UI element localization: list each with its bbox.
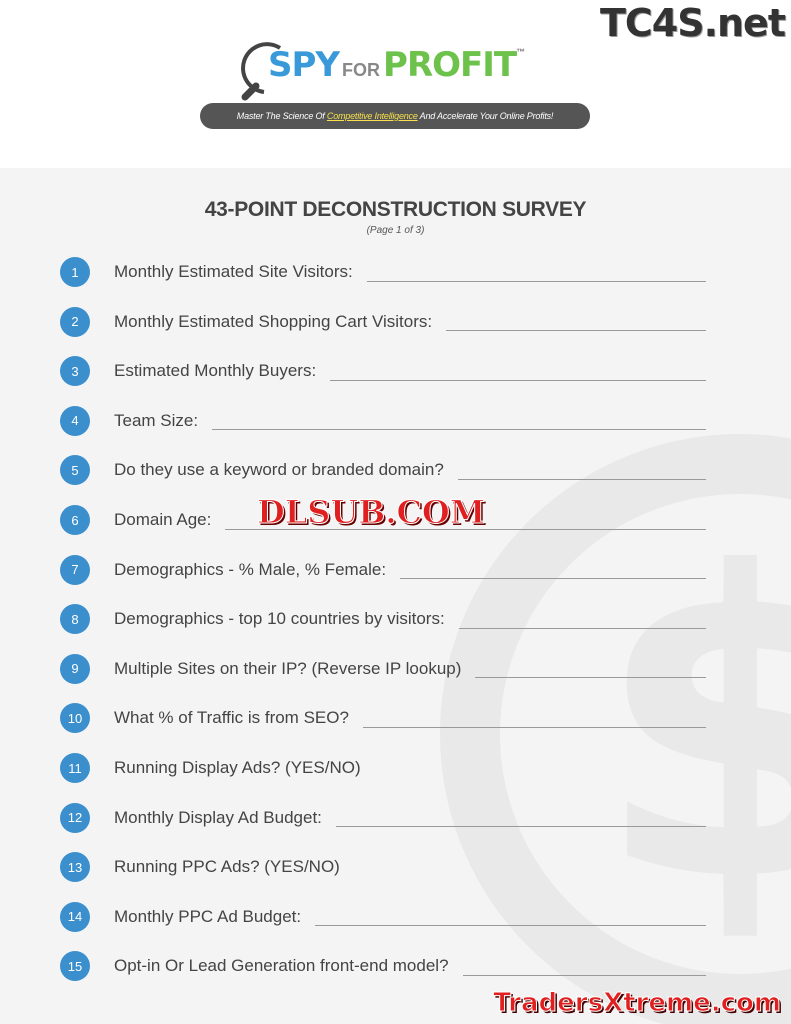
item-question: Multiple Sites on their IP? (Reverse IP … [114, 658, 462, 678]
survey-item: 9 Multiple Sites on their IP? (Reverse I… [60, 653, 706, 684]
item-number-badge: 4 [60, 405, 90, 436]
item-question: Demographics - % Male, % Female: [114, 559, 387, 579]
header: SPY FORPROFIT™ Master The Science Of Comp… [0, 0, 791, 168]
item-number-badge: 7 [60, 554, 90, 585]
tagline-text: Master The Science Of [236, 111, 327, 121]
page-subtitle: (Page 1 of 3) [366, 225, 425, 236]
item-number-badge: 10 [60, 703, 90, 734]
answer-blank-line[interactable] [400, 560, 706, 580]
answer-blank-line[interactable] [366, 263, 706, 282]
item-question: Monthly PPC Ad Budget: [114, 906, 302, 926]
item-question: Estimated Monthly Buyers: [114, 361, 317, 381]
watermark-middle: DLSUB.COM [256, 493, 486, 531]
logo-tm: ™ [516, 47, 526, 57]
item-question: Monthly Estimated Site Visitors: [114, 262, 353, 281]
item-number-badge: 2 [60, 306, 90, 337]
survey-item: 1 Monthly Estimated Site Visitors: [60, 257, 706, 287]
logo-for: FOR [342, 60, 381, 80]
item-number-badge: 1 [60, 257, 90, 287]
survey-item: 4 Team Size: [60, 405, 706, 436]
item-number-badge: 14 [60, 901, 90, 932]
survey-item: 13 Running PPC Ads? (YES/NO) [60, 852, 706, 883]
item-number-badge: 12 [60, 802, 90, 833]
item-question: Demographics - top 10 countries by visit… [114, 609, 445, 629]
answer-blank-line[interactable] [212, 411, 706, 431]
magnifier-icon [241, 42, 282, 101]
item-number-badge: 13 [60, 852, 90, 883]
tagline: Master The Science Of Competitive Intell… [200, 103, 590, 129]
item-number-badge: 8 [60, 604, 90, 635]
answer-blank-line[interactable] [458, 610, 706, 629]
answer-blank-line[interactable] [475, 659, 706, 679]
svg-text:$: $ [594, 485, 791, 974]
answer-blank-line[interactable] [457, 461, 706, 480]
survey-item: 7 Demographics - % Male, % Female: [60, 554, 706, 585]
item-question: Running Display Ads? (YES/NO) [114, 758, 361, 777]
answer-blank-line[interactable] [330, 362, 706, 381]
page-title: 43-POINT DECONSTRUCTION SURVEY [204, 198, 587, 221]
item-question: Team Size: [114, 410, 199, 430]
survey-item: 6 Domain Age: [60, 505, 706, 535]
answer-blank-line[interactable] [446, 312, 706, 332]
item-question: Running PPC Ads? (YES/NO) [114, 857, 340, 877]
survey-item: 10 What % of Traffic is from SEO? [60, 703, 706, 734]
logo-spy: SPY [268, 45, 340, 85]
item-number-badge: 11 [60, 753, 90, 783]
item-number-badge: 3 [60, 356, 90, 387]
survey-item: 15 Opt-in Or Lead Generation front-end m… [60, 951, 706, 982]
item-question: What % of Traffic is from SEO? [114, 708, 349, 728]
survey-item: 2 Monthly Estimated Shopping Cart Visito… [60, 306, 706, 337]
item-number-badge: 9 [60, 653, 90, 684]
watermark-bottom: TradersXtreme.com [493, 988, 782, 1018]
item-question: Do they use a keyword or branded domain? [114, 460, 444, 480]
survey-item: 14 Monthly PPC Ad Budget: [60, 901, 706, 932]
item-question: Opt-in Or Lead Generation front-end mode… [114, 956, 449, 976]
survey-item: 8 Demographics - top 10 countries by vis… [60, 604, 706, 635]
logo: SPY FORPROFIT™ [240, 40, 560, 101]
survey-item: 5 Do they use a keyword or branded domai… [60, 455, 706, 486]
tagline-text: And Accelerate Your Online Profits! [417, 111, 554, 121]
item-number-badge: 5 [60, 455, 90, 486]
logo-profit: PROFIT [383, 45, 517, 85]
item-number-badge: 6 [60, 505, 90, 535]
survey-item: 12 Monthly Display Ad Budget: [60, 802, 706, 833]
watermark-top: TC4S.net [599, 1, 786, 45]
item-question: Monthly Display Ad Budget: [114, 807, 322, 827]
answer-blank-line[interactable] [225, 511, 706, 530]
item-number-badge: 15 [60, 951, 90, 982]
answer-blank-line[interactable] [362, 709, 706, 728]
answer-blank-line[interactable] [335, 808, 706, 828]
survey-item: 11 Running Display Ads? (YES/NO) [60, 753, 706, 783]
answer-blank-line[interactable] [462, 957, 706, 976]
answer-blank-line[interactable] [315, 907, 706, 927]
dollar-watermark-icon: $ [440, 434, 791, 1024]
tagline-highlight: Competitive Intelligence [326, 111, 418, 121]
item-question: Domain Age: [114, 510, 212, 529]
item-question: Monthly Estimated Shopping Cart Visitors… [114, 311, 433, 331]
survey-item: 3 Estimated Monthly Buyers: [60, 356, 706, 387]
